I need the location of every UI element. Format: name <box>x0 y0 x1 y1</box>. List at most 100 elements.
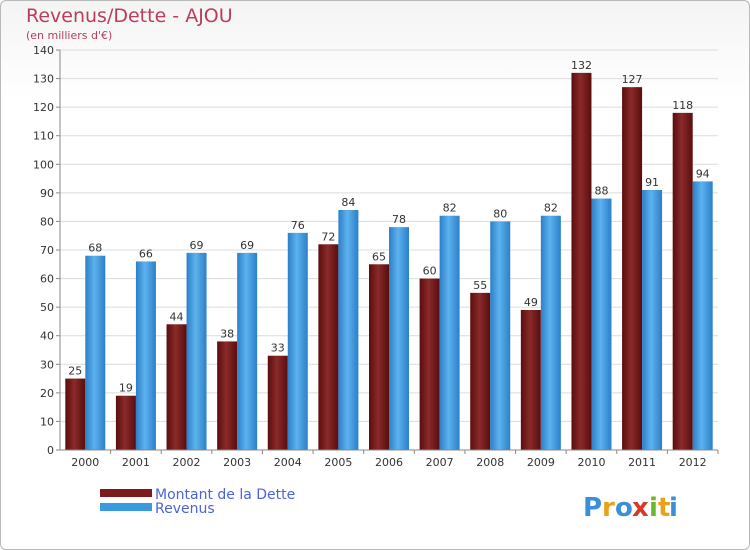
bar-dette <box>267 355 288 450</box>
data-label: 69 <box>240 239 254 252</box>
data-label: 19 <box>119 382 133 395</box>
data-label: 84 <box>341 196 355 209</box>
bar-revenus <box>237 252 258 450</box>
bar-dette <box>115 395 136 450</box>
bar-dette <box>419 278 440 450</box>
x-tick-label: 2011 <box>628 456 656 469</box>
bar-dette <box>318 244 339 450</box>
x-tick-label: 2010 <box>577 456 605 469</box>
legend-label-revenus: Revenus <box>155 501 215 517</box>
logo-letter: i <box>649 493 658 523</box>
data-label: 94 <box>696 167 710 180</box>
bar-dette <box>166 324 187 450</box>
data-label: 66 <box>139 247 153 260</box>
y-tick-label: 10 <box>40 415 54 428</box>
data-label: 25 <box>68 365 82 378</box>
bar-dette <box>217 341 238 450</box>
data-label: 91 <box>645 176 659 189</box>
bar-dette <box>571 72 592 450</box>
legend-label-debt: Montant de la Dette <box>155 487 295 503</box>
data-label: 78 <box>392 213 406 226</box>
logo-letter: P <box>583 493 602 523</box>
bar-revenus <box>439 215 460 450</box>
y-tick-label: 70 <box>40 244 54 257</box>
bar-revenus <box>287 232 308 450</box>
data-label: 82 <box>544 202 558 215</box>
data-label: 127 <box>622 73 643 86</box>
bar-revenus <box>135 261 156 450</box>
bar-dette <box>470 292 491 450</box>
x-tick-label: 2003 <box>223 456 251 469</box>
x-tick-label: 2006 <box>375 456 403 469</box>
data-label: 80 <box>493 207 507 220</box>
y-tick-label: 100 <box>33 158 54 171</box>
data-label: 65 <box>372 250 386 263</box>
y-axis-ticks: 0 10 20 30 40 50 60 70 80 90 100 110 120 130 140 <box>33 44 60 457</box>
data-label: 76 <box>291 219 305 232</box>
x-tick-label: 2012 <box>679 456 707 469</box>
y-tick-label: 80 <box>40 215 54 228</box>
x-tick-label: 2000 <box>71 456 99 469</box>
bar-revenus <box>389 227 409 450</box>
x-tick-label: 2007 <box>426 456 454 469</box>
y-tick-label: 40 <box>40 330 54 343</box>
bar-revenus <box>591 198 612 450</box>
data-label: 49 <box>524 296 538 309</box>
data-label: 82 <box>443 202 457 215</box>
axes <box>59 50 718 451</box>
bar-dette <box>622 87 643 451</box>
data-label: 44 <box>170 310 184 323</box>
x-tick-label: 2005 <box>324 456 352 469</box>
bar-revenus <box>642 190 663 450</box>
bar-revenus <box>692 181 713 450</box>
data-label: 118 <box>672 99 693 112</box>
x-axis-ticks: 2000 2001 2002 2003 2004 2005 2006 2007 2008 2009… <box>71 450 719 469</box>
bar-revenus <box>490 221 511 450</box>
logo-letter: i <box>669 493 678 523</box>
x-tick-label: 2008 <box>476 456 504 469</box>
chart-title: Revenus/Dette - AJOU <box>26 5 233 27</box>
bar-dette <box>672 112 693 450</box>
x-tick-label: 2004 <box>274 456 302 469</box>
logo-letter: t <box>658 493 670 523</box>
y-tick-label: 60 <box>40 273 54 286</box>
y-tick-label: 30 <box>40 358 54 371</box>
data-label: 60 <box>423 265 437 278</box>
logo-letter: x <box>632 493 649 523</box>
y-tick-label: 120 <box>33 101 54 114</box>
y-tick-label: 140 <box>33 44 54 57</box>
chart-subtitle: (en milliers d'€) <box>26 29 112 42</box>
y-tick-label: 0 <box>47 444 54 457</box>
data-label: 132 <box>571 59 592 72</box>
legend-swatch-revenus <box>100 503 152 511</box>
bar-revenus <box>186 252 207 450</box>
x-tick-label: 2002 <box>173 456 201 469</box>
data-label: 72 <box>321 230 335 243</box>
data-label: 69 <box>190 239 204 252</box>
y-tick-label: 110 <box>33 130 54 143</box>
bar-revenus <box>540 215 561 450</box>
data-labels: 25 68 19 66 44 69 38 69 33 76 72 84 65 78 60 82 55 80 49 82… <box>68 59 709 395</box>
bar-dette <box>65 378 86 450</box>
bar-dette <box>520 310 541 450</box>
data-label: 88 <box>594 185 608 198</box>
y-tick-label: 130 <box>33 73 54 86</box>
data-label: 68 <box>88 242 102 255</box>
data-label: 33 <box>271 342 285 355</box>
bar-dette <box>369 264 389 450</box>
x-tick-label: 2009 <box>527 456 555 469</box>
legend-swatch-debt <box>100 489 152 497</box>
y-tick-label: 50 <box>40 301 54 314</box>
y-tick-label: 20 <box>40 387 54 400</box>
legend: Montant de la Dette Revenus <box>100 487 295 517</box>
bar-revenus <box>85 255 106 450</box>
logo-letter: r <box>602 493 615 523</box>
bars <box>65 72 713 451</box>
y-tick-label: 90 <box>40 187 54 200</box>
logo-letter: o <box>615 493 633 523</box>
x-tick-label: 2001 <box>122 456 150 469</box>
data-label: 38 <box>220 327 234 340</box>
data-label: 55 <box>473 279 487 292</box>
